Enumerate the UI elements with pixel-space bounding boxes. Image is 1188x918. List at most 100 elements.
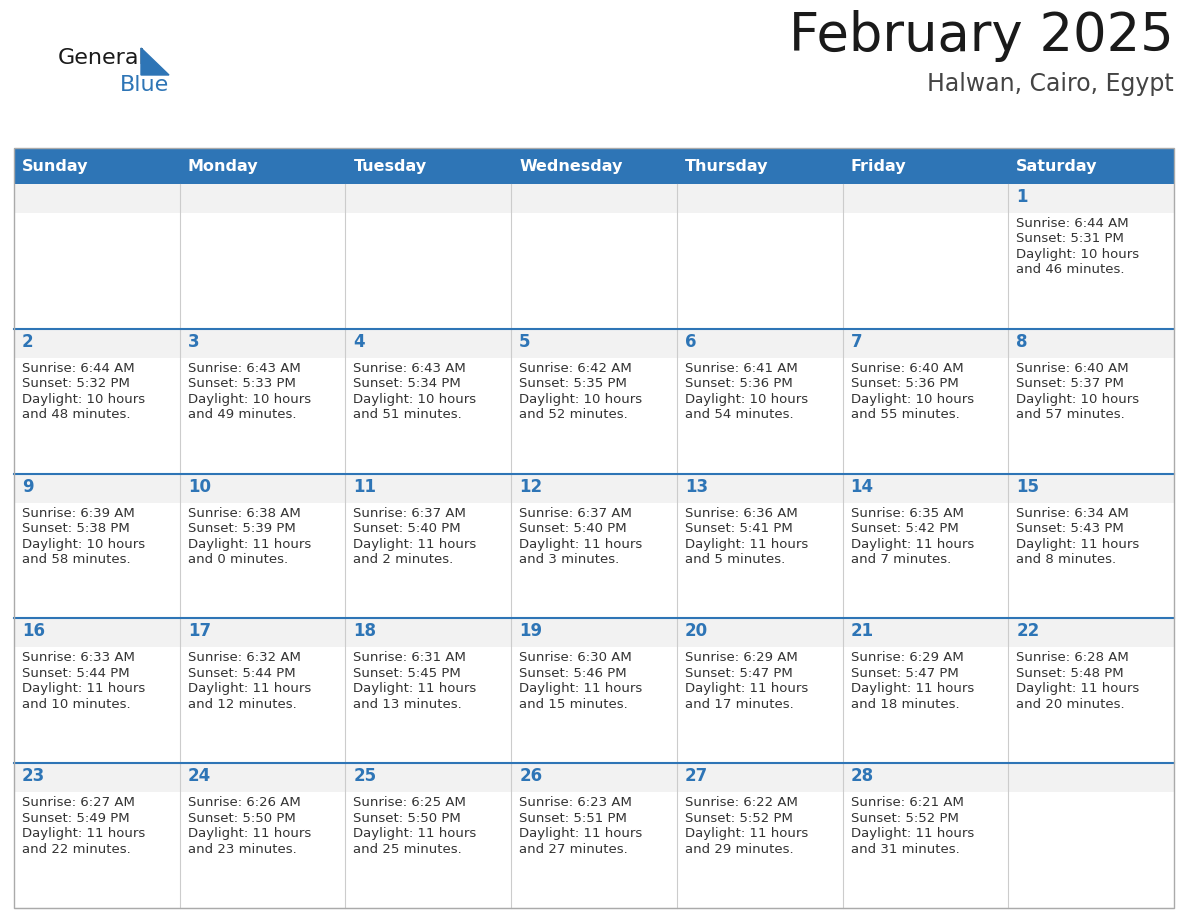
Text: Daylight: 10 hours: Daylight: 10 hours [684, 393, 808, 406]
Bar [346, 329, 511, 474]
Text: General: General [58, 48, 146, 68]
Bar [14, 763, 179, 908]
Text: Sunset: 5:50 PM: Sunset: 5:50 PM [188, 812, 296, 824]
Text: Daylight: 11 hours: Daylight: 11 hours [684, 538, 808, 551]
Text: Blue: Blue [120, 75, 169, 95]
Text: Sunrise: 6:22 AM: Sunrise: 6:22 AM [684, 796, 797, 809]
Bar [511, 619, 677, 763]
Text: Daylight: 11 hours: Daylight: 11 hours [519, 538, 643, 551]
Bar [179, 184, 346, 329]
Text: 23: 23 [23, 767, 45, 785]
Bar [677, 763, 842, 908]
Bar [1009, 763, 1174, 908]
Bar [677, 502, 842, 619]
Text: and 52 minutes.: and 52 minutes. [519, 409, 628, 421]
Text: Sunset: 5:45 PM: Sunset: 5:45 PM [353, 666, 461, 680]
Text: Daylight: 11 hours: Daylight: 11 hours [519, 827, 643, 840]
Text: Daylight: 11 hours: Daylight: 11 hours [684, 827, 808, 840]
Text: Sunrise: 6:39 AM: Sunrise: 6:39 AM [23, 507, 134, 520]
Bar [842, 329, 1009, 474]
Text: Sunset: 5:44 PM: Sunset: 5:44 PM [23, 666, 129, 680]
Text: Sunrise: 6:31 AM: Sunrise: 6:31 AM [353, 652, 467, 665]
Text: 15: 15 [1016, 477, 1040, 496]
Text: Sunrise: 6:28 AM: Sunrise: 6:28 AM [1016, 652, 1129, 665]
Text: Sunrise: 6:33 AM: Sunrise: 6:33 AM [23, 652, 135, 665]
Text: and 55 minutes.: and 55 minutes. [851, 409, 960, 421]
Bar [346, 184, 511, 329]
Text: and 58 minutes.: and 58 minutes. [23, 553, 131, 566]
Bar [14, 619, 179, 763]
Text: 18: 18 [353, 622, 377, 641]
Bar [14, 792, 179, 908]
Bar [179, 792, 346, 908]
Text: 7: 7 [851, 333, 862, 351]
Text: Sunrise: 6:30 AM: Sunrise: 6:30 AM [519, 652, 632, 665]
Text: Daylight: 10 hours: Daylight: 10 hours [23, 538, 145, 551]
Bar [511, 329, 677, 474]
Text: Saturday: Saturday [1016, 159, 1098, 174]
Text: Daylight: 10 hours: Daylight: 10 hours [1016, 248, 1139, 261]
Bar [14, 647, 179, 763]
Text: 9: 9 [23, 477, 33, 496]
Bar [842, 474, 1009, 619]
Text: Daylight: 11 hours: Daylight: 11 hours [851, 682, 974, 695]
Text: and 3 minutes.: and 3 minutes. [519, 553, 619, 566]
Bar [14, 329, 179, 474]
Bar [677, 647, 842, 763]
Text: and 49 minutes.: and 49 minutes. [188, 409, 296, 421]
Bar [14, 148, 1174, 184]
Text: Daylight: 11 hours: Daylight: 11 hours [851, 827, 974, 840]
Bar [677, 619, 842, 763]
Bar [842, 502, 1009, 619]
Text: Sunset: 5:48 PM: Sunset: 5:48 PM [1016, 666, 1124, 680]
Text: and 57 minutes.: and 57 minutes. [1016, 409, 1125, 421]
Text: 2: 2 [23, 333, 33, 351]
Bar [511, 184, 677, 329]
Bar [842, 213, 1009, 329]
Bar [179, 647, 346, 763]
Bar [14, 148, 1174, 908]
Bar [842, 647, 1009, 763]
Bar [1009, 329, 1174, 474]
Text: February 2025: February 2025 [789, 10, 1174, 62]
Text: Daylight: 10 hours: Daylight: 10 hours [1016, 393, 1139, 406]
Text: and 10 minutes.: and 10 minutes. [23, 698, 131, 711]
Bar [346, 619, 511, 763]
Bar [179, 474, 346, 619]
Bar [511, 358, 677, 474]
Text: Sunrise: 6:42 AM: Sunrise: 6:42 AM [519, 362, 632, 375]
Text: 21: 21 [851, 622, 873, 641]
Text: Daylight: 11 hours: Daylight: 11 hours [519, 682, 643, 695]
Bar [842, 792, 1009, 908]
Text: 24: 24 [188, 767, 211, 785]
Text: and 20 minutes.: and 20 minutes. [1016, 698, 1125, 711]
Text: 10: 10 [188, 477, 210, 496]
Text: Sunrise: 6:21 AM: Sunrise: 6:21 AM [851, 796, 963, 809]
Bar [842, 358, 1009, 474]
Text: Daylight: 11 hours: Daylight: 11 hours [353, 827, 476, 840]
Text: Daylight: 11 hours: Daylight: 11 hours [353, 682, 476, 695]
Text: and 7 minutes.: and 7 minutes. [851, 553, 950, 566]
Text: 5: 5 [519, 333, 531, 351]
Bar [14, 213, 179, 329]
Text: Daylight: 11 hours: Daylight: 11 hours [851, 538, 974, 551]
Text: 13: 13 [684, 477, 708, 496]
Text: Monday: Monday [188, 159, 258, 174]
Text: and 18 minutes.: and 18 minutes. [851, 698, 959, 711]
Text: Daylight: 11 hours: Daylight: 11 hours [353, 538, 476, 551]
Bar [677, 184, 842, 329]
Bar [14, 502, 179, 619]
Bar [1009, 619, 1174, 763]
Text: Sunset: 5:35 PM: Sunset: 5:35 PM [519, 377, 627, 390]
Text: Sunset: 5:52 PM: Sunset: 5:52 PM [684, 812, 792, 824]
Text: Sunrise: 6:35 AM: Sunrise: 6:35 AM [851, 507, 963, 520]
Text: 20: 20 [684, 622, 708, 641]
Text: Halwan, Cairo, Egypt: Halwan, Cairo, Egypt [928, 72, 1174, 96]
Text: 25: 25 [353, 767, 377, 785]
Text: 8: 8 [1016, 333, 1028, 351]
Text: Daylight: 10 hours: Daylight: 10 hours [23, 393, 145, 406]
Text: and 5 minutes.: and 5 minutes. [684, 553, 785, 566]
Bar [511, 792, 677, 908]
Bar [1009, 647, 1174, 763]
Bar [346, 213, 511, 329]
